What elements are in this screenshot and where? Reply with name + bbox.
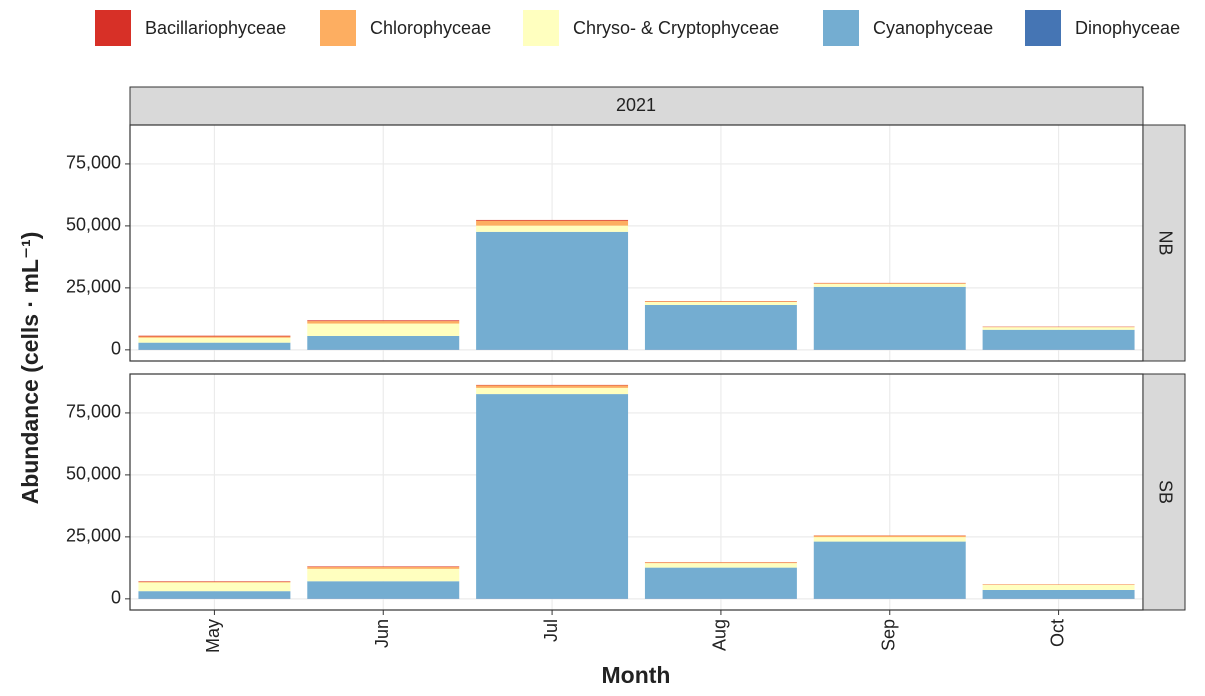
panel-label: SB <box>1155 480 1175 504</box>
legend-swatch <box>320 10 356 46</box>
x-tick-label: Jul <box>541 619 561 642</box>
bar-segment <box>476 388 628 394</box>
y-tick-label: 25,000 <box>66 277 121 297</box>
legend-swatch <box>95 10 131 46</box>
bar-segment <box>645 562 797 563</box>
y-tick-label: 75,000 <box>66 153 121 173</box>
legend-swatch <box>523 10 559 46</box>
bar-segment <box>983 327 1135 329</box>
bar-segment <box>307 569 459 581</box>
y-tick-label: 75,000 <box>66 402 121 422</box>
bar-segment <box>476 226 628 232</box>
legend-label: Dinophyceae <box>1075 18 1180 38</box>
bar-segment <box>983 585 1135 590</box>
legend-label: Chryso- & Cryptophyceae <box>573 18 779 38</box>
panel-background <box>130 374 1143 610</box>
bar-segment <box>476 232 628 350</box>
legend-label: Bacillariophyceae <box>145 18 286 38</box>
facet-title: 2021 <box>616 95 656 115</box>
bar-segment <box>138 582 290 583</box>
bar-segment <box>814 536 966 537</box>
bar-segment <box>814 542 966 599</box>
x-tick-label: Jun <box>372 619 392 648</box>
bar-segment <box>138 591 290 598</box>
bar-segment <box>138 336 290 337</box>
y-tick-label: 0 <box>111 588 121 608</box>
bar-segment <box>645 568 797 599</box>
bar-segment <box>645 563 797 567</box>
y-axis-title: Abundance (cells · mL⁻¹) <box>17 232 43 505</box>
legend-label: Cyanophyceae <box>873 18 993 38</box>
bar-segment <box>814 283 966 284</box>
legend-swatch <box>1025 10 1061 46</box>
bar-segment <box>138 336 290 337</box>
bar-segment <box>138 343 290 350</box>
bar-segment <box>645 302 797 305</box>
bar-segment <box>645 301 797 302</box>
x-tick-label: May <box>203 619 223 653</box>
panel-label: NB <box>1155 230 1175 255</box>
y-tick-label: 0 <box>111 339 121 359</box>
legend-swatch <box>823 10 859 46</box>
bar-segment <box>138 338 290 343</box>
bar-segment <box>983 590 1135 599</box>
x-tick-label: Sep <box>879 619 899 651</box>
bar-segment <box>307 321 459 323</box>
bar-segment <box>307 567 459 569</box>
bar-segment <box>645 305 797 350</box>
bar-segment <box>307 320 459 321</box>
bar-segment <box>476 221 628 226</box>
x-tick-label: Aug <box>710 619 730 651</box>
bar-segment <box>814 287 966 350</box>
y-tick-label: 50,000 <box>66 464 121 484</box>
bar-segment <box>307 581 459 598</box>
bar-segment <box>814 537 966 541</box>
x-tick-label: Oct <box>1047 619 1067 647</box>
bar-segment <box>307 324 459 336</box>
x-axis-title: Month <box>602 662 671 688</box>
panel-background <box>130 125 1143 361</box>
bar-segment <box>983 330 1135 350</box>
y-tick-label: 25,000 <box>66 526 121 546</box>
bar-segment <box>814 284 966 287</box>
bar-segment <box>476 394 628 599</box>
y-tick-label: 50,000 <box>66 215 121 235</box>
bar-segment <box>476 220 628 221</box>
bar-segment <box>138 582 290 591</box>
bar-segment <box>307 336 459 350</box>
bar-segment <box>476 385 628 387</box>
legend-label: Chlorophyceae <box>370 18 491 38</box>
